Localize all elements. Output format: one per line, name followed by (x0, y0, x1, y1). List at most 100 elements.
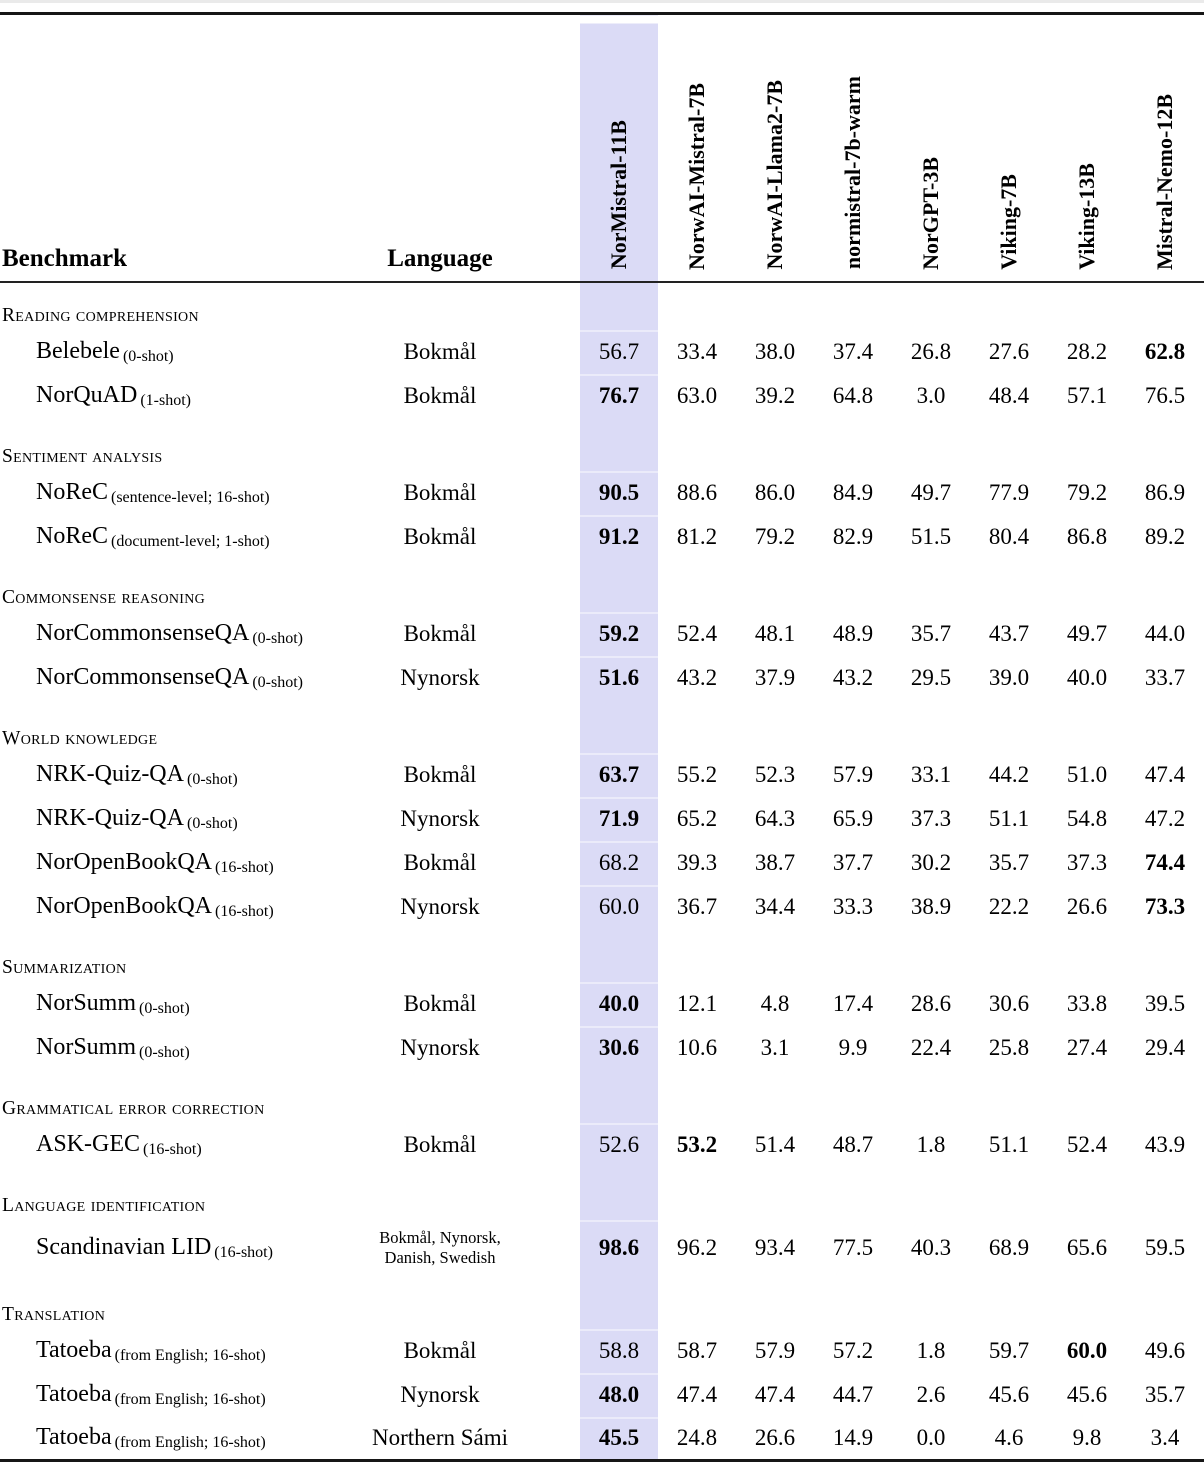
score-normistral-7b-warm: 77.5 (832, 1234, 874, 1260)
score-norwai-llama2-7b: 34.4 (754, 893, 796, 919)
score-viking-7b: 44.2 (988, 761, 1030, 787)
benchmark-title-text: NorCommonsenseQA (36, 620, 250, 646)
score-viking-13b: 45.6 (1066, 1381, 1108, 1407)
score-norwai-mistral-7b: 65.2 (676, 805, 718, 831)
score-normistral-7b-warm: 43.2 (832, 664, 874, 690)
score-mistral-nemo-12b: 3.4 (1150, 1424, 1180, 1450)
highlighted-column-band (580, 928, 658, 982)
benchmark-shot-detail: (document-level; 1-shot) (111, 533, 270, 550)
benchmark-row-tatoeba-northern-s-mi: Tatoeba (from English; 16-shot) Northern S… (0, 1416, 1204, 1461)
score-normistral-11b: 56.7 (580, 329, 658, 374)
language-value: Nynorsk (400, 805, 480, 831)
score-norgpt-3b: 3.0 (916, 382, 946, 408)
benchmark-title-text: NorQuAD (36, 382, 138, 408)
benchmark-title-text: NorOpenBookQA (36, 893, 212, 919)
language-value: Northern Sámi (371, 1424, 509, 1450)
score-norgpt-3b: 35.7 (910, 620, 952, 646)
benchmark-row-norquad-bokm-l: NorQuAD (1-shot) Bokmål 76.7 63.0 39.2 64.8 3.0… (0, 373, 1204, 418)
benchmark-title-text: NRK-Quiz-QA (36, 805, 184, 831)
score-normistral-7b-warm: 64.8 (832, 382, 874, 408)
highlighted-column-band (580, 699, 658, 753)
score-mistral-nemo-12b: 73.3 (1144, 893, 1186, 919)
benchmark-title-text: Tatoeba (36, 1337, 112, 1363)
score-normistral-11b: 40.0 (580, 981, 658, 1026)
section-header-row-language-identification: Language identification (0, 1166, 1204, 1220)
benchmark-row-norsumm-bokm-l: NorSumm (0-shot) Bokmål 40.0 12.1 4.8 17.4 28.6… (0, 981, 1204, 1026)
model-name-label: NorwAI-Llama2-7B (762, 80, 788, 270)
section-header-row-commonsense-reasoning: Commonsense reasoning (0, 558, 1204, 612)
score-norwai-mistral-7b: 53.2 (676, 1131, 718, 1157)
score-mistral-nemo-12b: 76.5 (1144, 382, 1186, 408)
section-header-row-summarization: Summarization (0, 928, 1204, 982)
model-name-label: NorwAI-Mistral-7B (684, 82, 710, 270)
score-viking-7b: 43.7 (988, 620, 1030, 646)
language-value: Nynorsk (400, 893, 480, 919)
model-column-header-norwai-mistral-7b: NorwAI-Mistral-7B (658, 14, 736, 282)
language-column-header: Language (387, 244, 493, 272)
score-norwai-mistral-7b: 10.6 (676, 1034, 718, 1060)
section-row-filler (658, 1167, 1204, 1220)
table-header-row: Benchmark Language NorMistral-11B NorwAI-… (0, 13, 1204, 282)
score-normistral-7b-warm: 48.9 (832, 620, 874, 646)
score-viking-7b: 80.4 (988, 523, 1030, 549)
benchmark-shot-detail: (16-shot) (214, 1244, 273, 1261)
score-mistral-nemo-12b: 74.4 (1144, 849, 1186, 875)
benchmark-results-table: Benchmark Language NorMistral-11B NorwAI-… (0, 12, 1204, 1462)
score-norgpt-3b: 40.3 (910, 1234, 952, 1260)
benchmark-shot-detail: (0-shot) (252, 674, 303, 691)
language-value: Bokmål (403, 382, 477, 408)
benchmark-shot-detail: (0-shot) (252, 630, 303, 647)
score-normistral-7b-warm: 57.9 (832, 761, 874, 787)
benchmark-row-nrk-quiz-qa-nynorsk: NRK-Quiz-QA (0-shot) Nynorsk 71.9 65.2 64.3 65… (0, 796, 1204, 841)
score-normistral-11b: 91.2 (580, 514, 658, 559)
benchmark-name: Tatoeba (from English; 16-shot) (0, 1417, 350, 1461)
score-normistral-7b-warm: 57.2 (832, 1337, 874, 1363)
benchmark-name: NRK-Quiz-QA (0-shot) (0, 753, 350, 797)
score-norwai-mistral-7b: 12.1 (676, 990, 718, 1016)
section-row-filler (658, 700, 1204, 753)
score-norwai-mistral-7b: 24.8 (676, 1424, 718, 1450)
benchmark-name: NorSumm (0-shot) (0, 1026, 350, 1070)
section-header-row-translation: Translation (0, 1275, 1204, 1329)
score-norwai-mistral-7b: 63.0 (676, 382, 718, 408)
benchmark-row-norec-bokm-l: NoReC (document-level; 1-shot) Bokmål 91.2 8… (0, 514, 1204, 559)
benchmark-shot-detail: (0-shot) (186, 815, 238, 832)
score-normistral-11b: 52.6 (580, 1122, 658, 1167)
language-value: Bokmål (403, 523, 477, 549)
benchmark-title-text: NoReC (36, 479, 108, 505)
score-viking-13b: 27.4 (1066, 1034, 1108, 1060)
score-normistral-11b: 51.6 (580, 655, 658, 700)
benchmark-title-text: ASK-GEC (36, 1131, 141, 1157)
benchmark-shot-detail: (sentence-level; 16-shot) (111, 489, 270, 506)
benchmark-row-norsumm-nynorsk: NorSumm (0-shot) Nynorsk 30.6 10.6 3.1 9.9 22.4… (0, 1025, 1204, 1070)
score-norwai-llama2-7b: 38.0 (754, 338, 796, 364)
score-normistral-7b-warm: 84.9 (832, 479, 874, 505)
score-viking-13b: 65.6 (1066, 1234, 1108, 1260)
score-normistral-11b: 59.2 (580, 611, 658, 656)
benchmark-title-text: Tatoeba (36, 1424, 112, 1451)
benchmark-shot-detail: (0-shot) (186, 771, 238, 788)
score-norwai-mistral-7b: 52.4 (676, 620, 718, 646)
score-viking-13b: 49.7 (1066, 620, 1108, 646)
score-norgpt-3b: 30.2 (910, 849, 952, 875)
score-viking-13b: 33.8 (1066, 990, 1108, 1016)
model-column-header-viking-13b: Viking-13B (1048, 14, 1126, 282)
score-mistral-nemo-12b: 47.2 (1144, 805, 1186, 831)
model-name-label: Viking-7B (996, 173, 1022, 270)
score-norwai-mistral-7b: 36.7 (676, 893, 718, 919)
benchmark-row-norcommonsenseqa-bokm-l: NorCommonsenseQA (0-shot) Bokmål 59.2 52.4 48… (0, 611, 1204, 656)
score-norgpt-3b: 37.3 (910, 805, 952, 831)
score-viking-13b: 37.3 (1066, 849, 1108, 875)
score-normistral-11b: 98.6 (580, 1219, 658, 1276)
section-title: World knowledge (2, 727, 158, 749)
score-norwai-llama2-7b: 86.0 (754, 479, 796, 505)
score-norgpt-3b: 2.6 (916, 1381, 946, 1407)
score-normistral-7b-warm: 48.7 (832, 1131, 874, 1157)
score-viking-13b: 54.8 (1066, 805, 1108, 831)
benchmark-name: NorOpenBookQA (16-shot) (0, 885, 350, 929)
benchmark-title-text: NorCommonsenseQA (36, 664, 250, 690)
benchmark-name: NorCommonsenseQA (0-shot) (0, 612, 350, 656)
score-viking-13b: 51.0 (1066, 761, 1108, 787)
model-name-label: Viking-13B (1074, 162, 1100, 270)
benchmark-shot-detail: (16-shot) (143, 1141, 202, 1158)
